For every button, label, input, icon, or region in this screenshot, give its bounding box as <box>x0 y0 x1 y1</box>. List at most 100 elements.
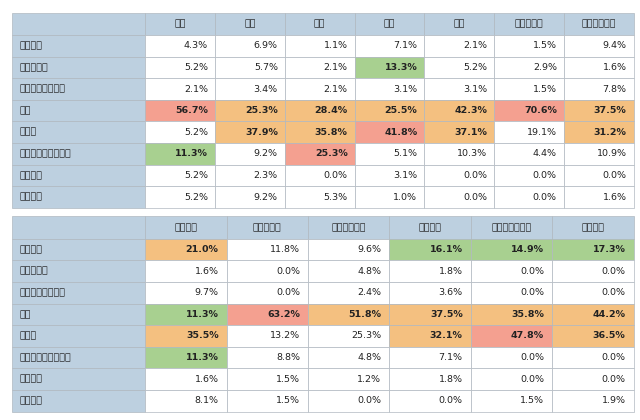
Text: 韓国: 韓国 <box>174 19 186 28</box>
Text: ベトナム: ベトナム <box>175 223 198 232</box>
Text: 新幹線: 新幹線 <box>20 128 36 137</box>
Bar <box>389 325 471 347</box>
Text: 2.3%: 2.3% <box>253 171 278 180</box>
Bar <box>552 347 634 368</box>
Bar <box>145 78 215 100</box>
Bar <box>285 121 355 143</box>
Bar <box>424 143 494 165</box>
Bar <box>471 260 552 282</box>
Bar <box>355 165 424 186</box>
Text: 0.0%: 0.0% <box>276 267 300 276</box>
Text: 貸し切り・観光バス: 貸し切り・観光バス <box>20 150 71 158</box>
Bar <box>552 325 634 347</box>
Bar <box>227 282 308 304</box>
Text: 0.0%: 0.0% <box>324 171 348 180</box>
Text: 4.4%: 4.4% <box>533 150 557 158</box>
Bar <box>564 165 634 186</box>
Bar <box>215 143 285 165</box>
Text: 25.5%: 25.5% <box>385 106 417 115</box>
Text: 2.1%: 2.1% <box>184 84 208 94</box>
Text: 1.5%: 1.5% <box>276 396 300 405</box>
Text: 3.1%: 3.1% <box>463 84 487 94</box>
Bar <box>227 304 308 325</box>
Text: 7.8%: 7.8% <box>603 84 627 94</box>
Text: オーストラリア: オーストラリア <box>492 223 532 232</box>
Bar <box>471 368 552 390</box>
Text: 1.6%: 1.6% <box>195 375 218 384</box>
Bar <box>12 143 145 165</box>
Bar <box>145 57 215 78</box>
Bar <box>215 57 285 78</box>
Bar <box>494 143 564 165</box>
Text: 5.2%: 5.2% <box>463 63 487 72</box>
Text: 5.3%: 5.3% <box>323 193 348 202</box>
Bar <box>552 282 634 304</box>
Bar <box>215 13 285 35</box>
Bar <box>145 35 215 57</box>
Text: 1.6%: 1.6% <box>603 193 627 202</box>
Text: 3.4%: 3.4% <box>253 84 278 94</box>
Bar <box>471 390 552 412</box>
Text: 1.5%: 1.5% <box>533 41 557 50</box>
Bar <box>389 260 471 282</box>
Bar <box>471 325 552 347</box>
Text: 17.3%: 17.3% <box>593 245 625 254</box>
Bar <box>145 216 227 239</box>
Text: 4.3%: 4.3% <box>184 41 208 50</box>
Text: 19.1%: 19.1% <box>527 128 557 137</box>
Text: 高速バス: 高速バス <box>20 375 42 384</box>
Bar <box>145 13 215 35</box>
Bar <box>12 121 145 143</box>
Bar <box>552 304 634 325</box>
Bar <box>494 165 564 186</box>
Text: 9.4%: 9.4% <box>603 41 627 50</box>
Bar <box>308 260 389 282</box>
Text: タクシー: タクシー <box>20 41 42 50</box>
Text: 1.8%: 1.8% <box>438 375 463 384</box>
Text: 貸し切り・観光バス: 貸し切り・観光バス <box>20 353 71 362</box>
Text: 7.1%: 7.1% <box>394 41 417 50</box>
Text: 37.5%: 37.5% <box>430 310 463 319</box>
Bar <box>355 78 424 100</box>
Bar <box>12 325 145 347</box>
Bar <box>355 121 424 143</box>
Text: 31.2%: 31.2% <box>594 128 627 137</box>
Text: 0.0%: 0.0% <box>603 171 627 180</box>
Text: 42.3%: 42.3% <box>454 106 487 115</box>
Text: 2.4%: 2.4% <box>357 288 381 297</box>
Text: 路線バス: 路線バス <box>20 396 42 405</box>
Bar <box>424 35 494 57</box>
Text: 28.4%: 28.4% <box>314 106 348 115</box>
Text: 0.0%: 0.0% <box>602 375 625 384</box>
Bar <box>145 347 227 368</box>
Bar <box>227 216 308 239</box>
Bar <box>424 13 494 35</box>
Bar <box>552 239 634 260</box>
Bar <box>471 239 552 260</box>
Text: 16.1%: 16.1% <box>429 245 463 254</box>
Text: 9.2%: 9.2% <box>254 193 278 202</box>
Bar <box>424 186 494 208</box>
Bar <box>12 390 145 412</box>
Text: レンタカー: レンタカー <box>20 63 48 72</box>
Bar <box>564 13 634 35</box>
Text: 1.0%: 1.0% <box>394 193 417 202</box>
Bar <box>145 186 215 208</box>
Bar <box>552 368 634 390</box>
Bar <box>145 368 227 390</box>
Text: 5.2%: 5.2% <box>184 128 208 137</box>
Bar <box>12 165 145 186</box>
Bar <box>145 260 227 282</box>
Text: 0.0%: 0.0% <box>520 353 544 362</box>
Text: 35.8%: 35.8% <box>511 310 544 319</box>
Bar <box>552 260 634 282</box>
Bar <box>308 325 389 347</box>
Bar <box>471 282 552 304</box>
Text: 44.2%: 44.2% <box>593 310 625 319</box>
Bar <box>12 282 145 304</box>
Text: 9.7%: 9.7% <box>195 288 218 297</box>
Bar <box>424 165 494 186</box>
Bar <box>564 78 634 100</box>
Text: 0.0%: 0.0% <box>533 193 557 202</box>
Text: 5.2%: 5.2% <box>184 193 208 202</box>
